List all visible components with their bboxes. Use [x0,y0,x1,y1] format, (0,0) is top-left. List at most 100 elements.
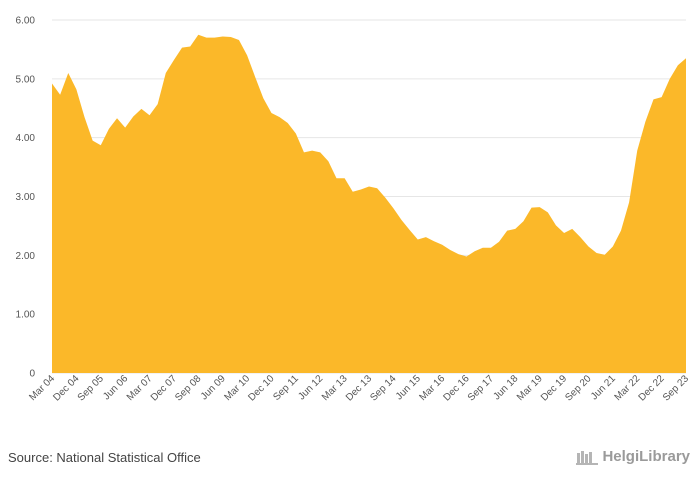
data-point[interactable]: Jun 10: 5.03 [253,75,258,80]
data-point[interactable]: Sep 10: 4.67 [261,96,266,101]
data-point[interactable]: Mar 16: 2.18 [440,242,445,247]
data-point[interactable]: Jun 05: 3.95 [90,138,95,143]
data-point[interactable]: Sep 22: 4.65 [651,97,656,102]
data-point[interactable]: Mar 07: 4.38 [147,113,152,118]
data-point[interactable]: Dec 10: 4.42 [269,110,274,115]
data-point[interactable]: Jun 16: 2.09 [448,248,453,253]
x-tick-label: Sep 23 [661,373,691,403]
data-point[interactable]: Sep 11: 4.07 [293,131,298,136]
data-point[interactable]: Mar 17: 2.07 [472,249,477,254]
data-point[interactable]: Dec 09: 5.66 [236,38,241,43]
y-tick-label: 0 [29,369,35,380]
data-point[interactable]: Dec 05: 4.15 [106,126,111,131]
data-point[interactable]: Mar 15: 2.43 [407,228,412,233]
x-tick-label: Dec 10 [246,373,276,403]
data-point[interactable]: Mar 10: 5.40 [245,53,250,58]
data-point[interactable]: Sep 19: 2.51 [553,223,558,228]
data-point[interactable]: Sep 20: 2.15 [586,244,591,249]
data-point[interactable]: Dec 20: 2.04 [594,250,599,255]
brand-logo[interactable]: HelgiLibrary [576,448,690,465]
data-point[interactable]: Dec 17: 2.23 [497,239,502,244]
data-point[interactable]: Jun 21: 2.15 [610,244,615,249]
data-point[interactable]: Dec 15: 2.24 [432,239,437,244]
data-point[interactable]: Mar 20: 2.45 [570,226,575,231]
data-point[interactable]: Sep 13: 3.12 [358,187,363,192]
data-point[interactable]: Dec 16: 1.98 [464,254,469,259]
data-point[interactable]: Jun 14: 2.98 [383,195,388,200]
data-point[interactable]: Mar 13: 3.31 [342,176,347,181]
data-point[interactable]: Jun 13: 3.08 [350,189,355,194]
data-point[interactable]: Mar 08: 5.53 [180,45,185,50]
data-point[interactable]: Dec 21: 2.90 [627,200,632,205]
data-point[interactable]: Sep 07: 5.10 [163,70,168,75]
data-point[interactable]: Dec 04: 4.82 [74,87,79,92]
x-tick-label: Sep 05 [76,373,106,403]
data-point[interactable]: Dec 11: 3.75 [301,150,306,155]
data-point[interactable]: Mar 23: 5.00 [667,76,672,81]
data-point[interactable]: Mar 06: 4.33 [115,116,120,121]
data-point[interactable]: Dec 07: 5.32 [171,58,176,63]
data-point[interactable]: Jun 17: 2.13 [480,245,485,250]
data-point[interactable]: Jun 09: 5.72 [220,34,225,39]
data-point[interactable]: Mar 04: 4.92 [50,81,55,86]
data-point[interactable]: Sep 17: 2.13 [488,245,493,250]
area-series [52,34,686,374]
data-point[interactable]: Jun 23: 5.23 [675,63,680,68]
data-point[interactable]: Dec 12: 3.31 [334,176,339,181]
data-point[interactable]: Jun 11: 4.25 [285,120,290,125]
data-point[interactable]: Mar 19: 2.82 [537,205,542,210]
y-tick-label: 6.00 [16,16,36,27]
data-point[interactable]: Dec 19: 2.38 [562,230,567,235]
data-point[interactable]: Sep 23: 5.35 [684,56,689,61]
data-point[interactable]: Mar 22: 3.78 [635,148,640,153]
data-point[interactable]: Jun 04: 4.73 [58,92,63,97]
data-point[interactable]: Sep 09: 5.71 [228,35,233,40]
data-point[interactable]: Jun 18: 2.45 [513,226,518,231]
x-tick-label: Sep 08 [173,373,203,403]
area-chart: Mar 04: 4.92 Jun 04: 4.73 Sep 04: 5.10 Dec … [16,16,692,404]
data-point[interactable]: Sep 08: 5.75 [196,32,201,37]
data-point[interactable]: Jun 15: 2.27 [415,237,420,242]
x-tick-label: Dec 07 [149,373,179,403]
data-point[interactable]: Mar 09: 5.70 [212,35,217,40]
data-point[interactable]: Mar 21: 2.01 [602,252,607,257]
x-tick-label: Sep 11 [271,373,301,403]
data-point[interactable]: Sep 15: 2.31 [423,235,428,240]
data-point[interactable]: Jun 22: 4.27 [643,119,648,124]
data-point[interactable]: Sep 04: 5.10 [66,70,71,75]
data-point[interactable]: Jun 12: 3.75 [318,150,323,155]
x-tick-label: Sep 20 [563,373,593,403]
y-tick-label: 5.00 [16,74,36,85]
x-tick-label: Dec 16 [441,373,471,403]
data-point[interactable]: Mar 05: 4.35 [82,115,87,120]
plot-area: Mar 04: 4.92 Jun 04: 4.73 Sep 04: 5.10 Dec … [50,32,689,374]
data-point[interactable]: Dec 13: 3.17 [367,184,372,189]
y-tick-label: 3.00 [16,192,36,203]
data-point[interactable]: Dec 18: 2.81 [529,205,534,210]
data-point[interactable]: Sep 18: 2.58 [521,219,526,224]
data-point[interactable]: Mar 11: 4.35 [277,115,282,120]
data-point[interactable]: Jun 19: 2.73 [545,210,550,215]
x-tick-label: Dec 04 [51,373,81,403]
data-point[interactable]: Jun 08: 5.55 [188,44,193,49]
data-point[interactable]: Dec 22: 4.69 [659,95,664,100]
data-point[interactable]: Jun 07: 4.57 [155,102,160,107]
data-point[interactable]: Sep 12: 3.60 [326,159,331,164]
data-point[interactable]: Jun 06: 4.17 [123,125,128,130]
data-point[interactable]: Sep 06: 4.36 [131,114,136,119]
data-point[interactable]: Mar 14: 3.14 [375,186,380,191]
y-tick-label: 4.00 [16,133,36,144]
data-point[interactable]: Dec 08: 5.70 [204,35,209,40]
data-point[interactable]: Jun 20: 2.31 [578,235,583,240]
data-point[interactable]: Mar 18: 2.42 [505,228,510,233]
data-point[interactable]: Sep 14: 2.80 [391,206,396,211]
data-point[interactable]: Sep 16: 2.02 [456,252,461,257]
data-point[interactable]: Sep 21: 2.42 [618,228,623,233]
data-point[interactable]: Dec 14: 2.60 [399,218,404,223]
data-point[interactable]: Sep 05: 3.87 [98,143,103,148]
x-tick-label: Sep 17 [466,373,496,403]
data-point[interactable]: Dec 06: 4.49 [139,106,144,111]
y-axis: 0 1.00 2.00 3.00 4.00 5.00 6.00 [16,16,36,380]
data-point[interactable]: Mar 12: 3.78 [310,148,315,153]
